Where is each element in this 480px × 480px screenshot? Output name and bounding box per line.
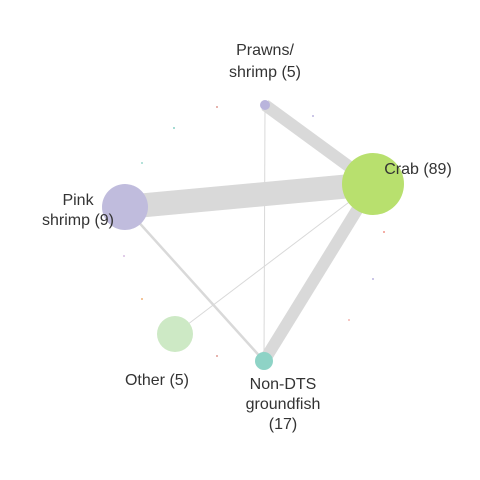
- node-crab: [342, 153, 404, 215]
- label-line: shrimp (9): [42, 212, 114, 229]
- edge-prawns-non-dts: [263, 104, 266, 362]
- node-pink-shrimp: [102, 184, 148, 230]
- edge-pink-shrimp-crab: [123, 172, 375, 219]
- edges-layer: [123, 100, 379, 365]
- node-crab-label: Crab (89): [384, 161, 452, 178]
- edge-crab-non-dts: [258, 180, 379, 365]
- edge-pink-shrimp-non-dts: [124, 206, 265, 362]
- label-line: Prawns/: [236, 42, 294, 59]
- label-line: groundfish: [246, 396, 321, 413]
- nodes-layer: [102, 100, 404, 370]
- background-specks: [123, 106, 385, 357]
- label-line: Non-DTS: [250, 376, 317, 393]
- edge-other-crab: [174, 183, 374, 335]
- node-non-dts-groundfish-label: Non-DTS groundfish (17): [246, 376, 321, 433]
- node-non-dts-groundfish: [255, 352, 273, 370]
- label-line: (17): [269, 416, 297, 433]
- node-prawns-shrimp-label: Prawns/shrimp (5): [229, 42, 301, 81]
- label-line: shrimp (5): [229, 64, 301, 81]
- node-other-label: Other (5): [125, 372, 189, 389]
- node-pink-shrimp-label: Pink shrimp (9): [42, 192, 114, 229]
- node-prawns-shrimp: [260, 100, 270, 110]
- node-other: [157, 316, 193, 352]
- label-line: Pink: [62, 192, 94, 209]
- label-line: Other (5): [125, 372, 189, 389]
- labels-layer: Prawns/shrimp (5) Crab (89) Pink shrimp (9)…: [42, 42, 452, 433]
- label-line: Crab (89): [384, 161, 452, 178]
